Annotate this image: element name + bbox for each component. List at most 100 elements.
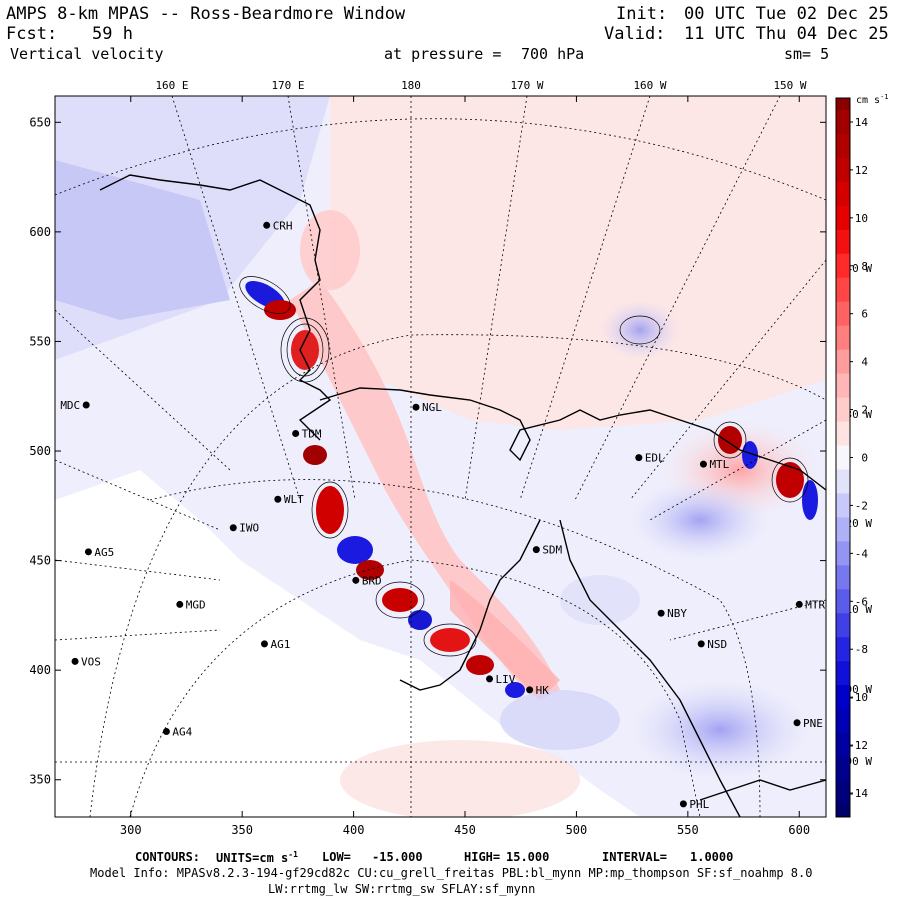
x-tick-label: 350 <box>231 823 253 837</box>
station-marker-mgd <box>176 600 184 608</box>
station-label-crh: CRH <box>273 219 293 232</box>
colorbar-cell <box>836 397 850 423</box>
colorbar-tick-label: 0 <box>861 452 868 465</box>
station-marker-mdc <box>82 401 90 409</box>
colorbar-tick-label: -12 <box>848 739 868 752</box>
y-tick-label: 600 <box>29 225 51 239</box>
colorbar-tick-label: 4 <box>861 356 868 369</box>
colorbar-cells <box>836 98 850 818</box>
colorbar-tick-label: -14 <box>848 787 868 800</box>
right-lon-label: 90 W <box>846 755 873 768</box>
colorbar-tick-label: 10 <box>855 212 868 225</box>
colorbar-cell <box>836 613 850 638</box>
colorbar-tick-label: -8 <box>855 643 868 656</box>
colorbar: cm s-1 14 12 10 8 6 4 2 0 -2 -4 -6 -8 -10 -12 -14 <box>835 93 889 818</box>
colorbar-cell <box>836 277 850 303</box>
colorbar-cell <box>836 421 850 447</box>
ice-shelf-region <box>55 470 640 817</box>
init-label: Init: <box>616 4 668 24</box>
x-tick-label: 500 <box>566 823 588 837</box>
pressure-label: at pressure = <box>384 45 502 63</box>
station-marker-mtr <box>795 600 803 608</box>
station-marker-brd <box>352 576 360 584</box>
valid-value: 11 UTC Thu 04 Dec 25 <box>684 24 889 44</box>
station-marker-crh <box>263 221 271 229</box>
fcst-label: Fcst: <box>6 24 58 44</box>
colorbar-cell <box>836 541 850 566</box>
x-tick-label: 300 <box>120 823 142 837</box>
y-tick-label: 450 <box>29 554 51 568</box>
colorbar-cell <box>836 133 850 159</box>
colorbar-cell <box>836 517 850 542</box>
smoothing-label: sm= 5 <box>784 45 830 63</box>
init-value: 00 UTC Tue 02 Dec 25 <box>684 4 889 24</box>
x-axis-ticks: 300 350 400 450 500 550 600 <box>120 96 810 837</box>
graticule <box>55 96 826 817</box>
model-info: Model Info: MPASv8.2.3-194-gf29cd82c CU:… <box>90 866 813 880</box>
station-label-liv: LIV <box>496 673 516 686</box>
station-label-mtr: MTR <box>805 598 825 611</box>
station-label-ag4: AG4 <box>172 726 192 739</box>
station-label-phl: PHL <box>689 798 709 811</box>
descent-patch-ross <box>560 575 640 625</box>
station-marker-iwo <box>229 524 237 532</box>
colorbar-tick-label: 14 <box>855 116 869 129</box>
station-marker-nsd <box>697 640 705 648</box>
colorbar-cell <box>836 349 850 375</box>
weak-ascent-region <box>330 96 826 430</box>
y-axis-ticks: 350 400 450 500 550 600 650 <box>29 115 826 787</box>
station-label-pne: PNE <box>803 717 823 730</box>
ascent-patch-s <box>340 740 580 817</box>
colorbar-tick-label: 2 <box>861 404 868 417</box>
colorbar-cell <box>836 469 850 494</box>
high-label: HIGH= <box>464 850 501 864</box>
station-label-vos: VOS <box>81 655 101 668</box>
station-marker-tdm <box>292 429 300 437</box>
descent-region-w <box>55 160 230 320</box>
top-longitude-labels: 160 E 170 E 180 170 W 160 W 150 W <box>155 79 806 92</box>
colorbar-cell <box>836 661 850 686</box>
station-label-tdm: TDM <box>302 427 322 440</box>
contours-label: CONTOURS: <box>135 850 201 864</box>
colorbar-tick-label: -6 <box>855 595 868 608</box>
colorbar-cell <box>836 205 850 231</box>
map-field-layer <box>55 96 826 817</box>
y-tick-label: 650 <box>29 115 51 129</box>
station-marker-wlt <box>274 495 282 503</box>
station-label-nsd: NSD <box>707 638 727 651</box>
station-label-brd: BRD <box>362 574 382 587</box>
east-descent-lobe <box>630 480 770 560</box>
station-label-edl: EDL <box>645 452 665 465</box>
x-tick-label: 450 <box>454 823 476 837</box>
colorbar-tick-label: -4 <box>855 547 869 560</box>
station-marker-ag4 <box>162 728 170 736</box>
colorbar-tick-label: -2 <box>855 499 868 512</box>
ascent-patch-crh <box>300 210 360 290</box>
station-label-mgd: MGD <box>186 598 206 611</box>
colorbar-cell <box>836 637 850 662</box>
station-label-mtl: MTL <box>709 458 729 471</box>
colorbar-cell <box>836 109 850 135</box>
colorbar-cell <box>836 181 850 207</box>
station-marker-sdm <box>532 546 540 554</box>
station-label-wlt: WLT <box>284 493 304 506</box>
colorbar-cell <box>836 157 850 183</box>
x-tick-label: 400 <box>343 823 365 837</box>
station-marker-liv <box>486 675 494 683</box>
colorbar-cell <box>836 565 850 590</box>
y-tick-label: 500 <box>29 444 51 458</box>
station-marker-mtl <box>699 460 707 468</box>
top-lon-label: 170 E <box>271 79 304 92</box>
units-label: UNITS=cm s-1 <box>216 850 298 865</box>
y-tick-label: 550 <box>29 334 51 348</box>
units-exponent: -1 <box>288 850 298 859</box>
model-info-line2: LW:rrtmg_lw SW:rrtmg_sw SFLAY:sf_mynn <box>268 882 536 896</box>
x-tick-label: 600 <box>788 823 810 837</box>
colorbar-cell <box>836 805 850 818</box>
x-tick-label: 550 <box>677 823 699 837</box>
descent-patch-1 <box>600 300 680 360</box>
colorbar-cell <box>836 781 850 806</box>
colorbar-cell <box>836 229 850 255</box>
station-marker-ag5 <box>84 548 92 556</box>
